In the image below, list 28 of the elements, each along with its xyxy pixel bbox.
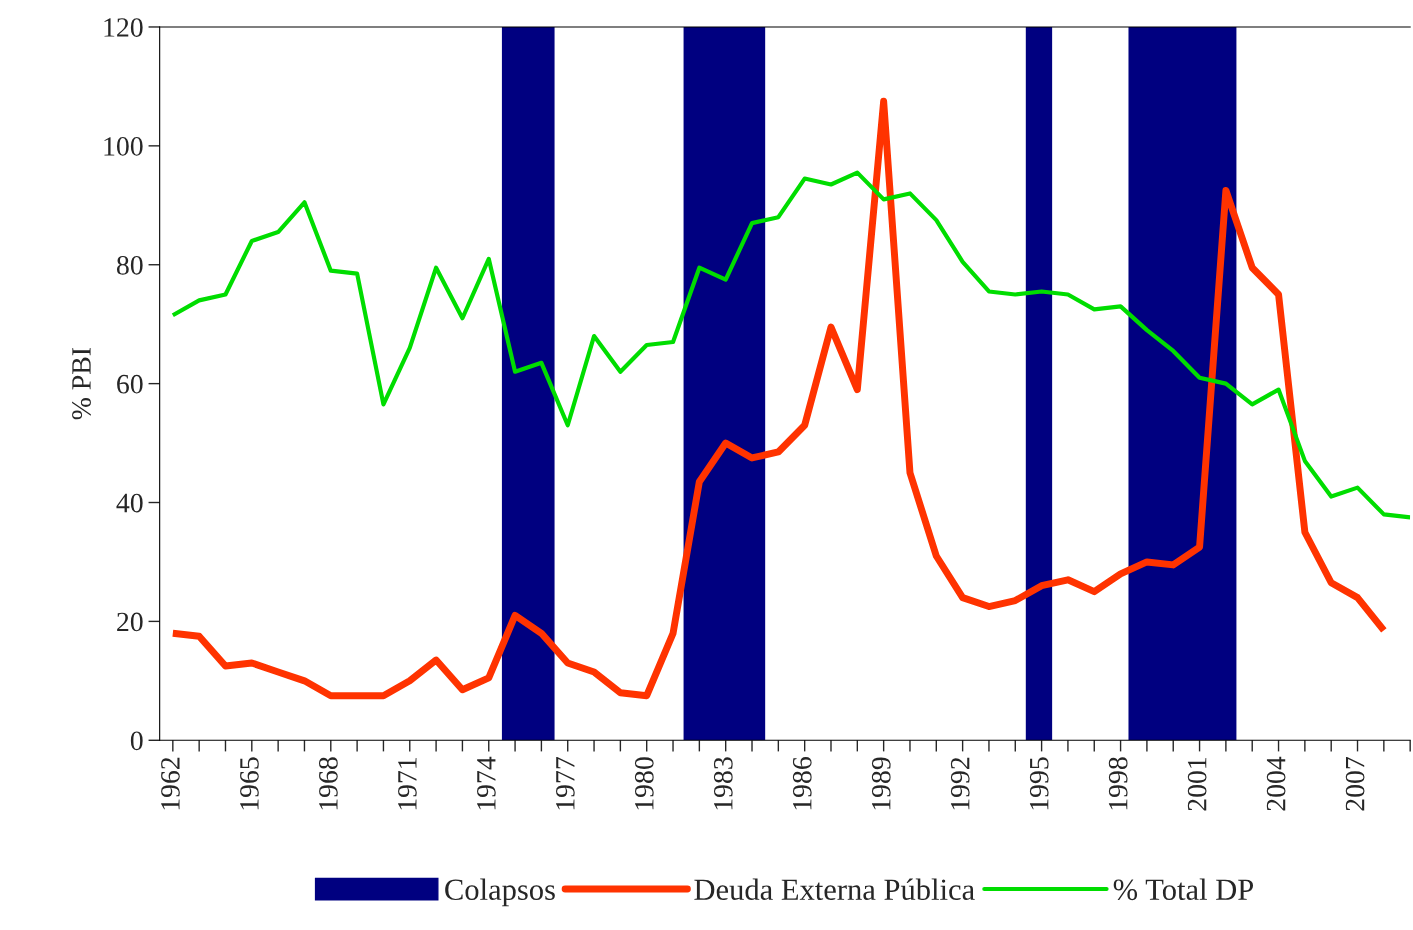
x-tick-label: 2007 [1345,757,1365,811]
x-tick-label: 1980 [634,757,654,810]
x-tick-label: 1965 [240,757,259,810]
y-tick-label: 120 [104,18,143,37]
legend-label: Deuda Externa Pública [694,878,975,901]
y-tick-label: 80 [116,255,143,275]
x-tick-label: 2004 [1266,756,1286,811]
x-tick-label: 1977 [556,757,575,810]
x-tick-label: 2001 [1187,757,1207,811]
y-axis-title: % PBI [72,347,91,420]
y-tick-label: 0 [130,731,143,751]
x-tick-label: 1986 [792,757,812,810]
x-tick-label: 1968 [319,757,338,810]
x-tick-label: 1998 [1108,757,1128,810]
x-tick-label: 1992 [950,757,970,810]
y-tick-label: 20 [117,612,143,632]
x-tick-label: 1989 [871,757,891,810]
x-tick-label: 1971 [398,757,417,810]
x-tick-label: 1974 [477,756,496,810]
y-tick-label: 40 [116,493,143,513]
x-tick-label: 1995 [1029,757,1049,810]
x-tick-label: 1962 [161,757,180,810]
line-series [170,170,1411,520]
x-tick-label: 1983 [713,757,733,810]
legend-label: Colapsos [445,878,555,907]
y-tick-label: 100 [104,137,143,156]
y-tick-label: 60 [117,374,143,394]
legend-label: % Total DP [1113,878,1254,901]
